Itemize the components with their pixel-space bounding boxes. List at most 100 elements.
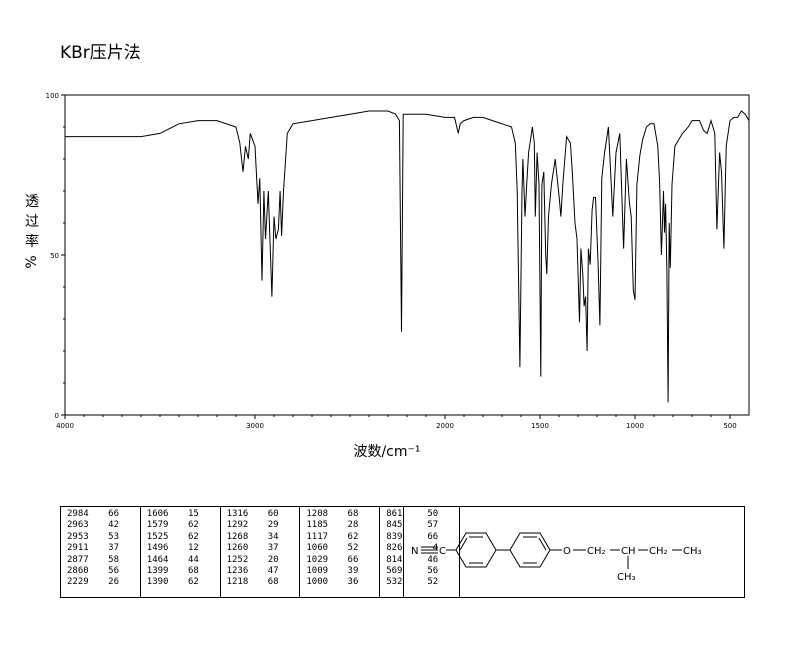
peak-wavenumber: 839 — [386, 531, 403, 542]
benzene-ring-2 — [509, 532, 551, 568]
y-axis-label-char-1: 透 — [25, 194, 39, 210]
peak-table-row: 1390 62 — [147, 577, 216, 588]
peak-wavenumber: 2963 — [67, 520, 89, 531]
peak-wavenumber: 1606 — [146, 509, 169, 519]
peak-wavenumber: 1464 — [146, 554, 169, 565]
peak-table-row: 1606 15 — [147, 509, 216, 520]
peak-table-row: 1000 36 — [306, 577, 375, 588]
peak-transmittance: 68 — [267, 577, 279, 588]
peak-wavenumber: 2229 — [67, 577, 89, 588]
peak-wavenumber: 1000 — [306, 577, 329, 588]
y-axis-label-char-2: 过 — [25, 214, 39, 230]
peak-transmittance: 37 — [108, 543, 119, 554]
peak-table-row: 1117 62 — [306, 532, 375, 543]
x-tick-label: 3000 — [246, 422, 264, 430]
peak-transmittance: 62 — [187, 577, 199, 588]
peak-transmittance: 50 — [427, 509, 439, 519]
atom-n: N — [411, 546, 418, 557]
peak-table-row: 2911 37 — [67, 543, 136, 554]
peak-wavenumber: 1525 — [146, 531, 169, 542]
peak-transmittance: 53 — [108, 531, 119, 542]
peak-table-row: 1292 29 — [227, 520, 296, 531]
peak-transmittance: 42 — [108, 520, 119, 531]
peak-wavenumber: 1236 — [226, 566, 249, 577]
peak-wavenumber: 1060 — [306, 543, 329, 554]
peak-transmittance: 37 — [267, 543, 279, 554]
peak-table-row: 569 56 — [386, 566, 455, 577]
peak-transmittance: 47 — [267, 566, 279, 577]
peak-table-row: 1399 68 — [147, 566, 216, 577]
peak-wavenumber: 1208 — [306, 509, 329, 519]
group-ch3-branch: CH₃ — [617, 572, 636, 583]
peak-table-row: 826 4 — [386, 543, 455, 554]
peak-wavenumber: 2984 — [67, 509, 89, 519]
peak-table-row: 2229 26 — [67, 577, 136, 588]
peak-table-row: 532 52 — [386, 577, 455, 588]
group-ch: CH — [621, 546, 636, 557]
peak-transmittance: 28 — [347, 520, 359, 531]
peak-table-row: 814 46 — [386, 555, 455, 566]
peak-wavenumber: 1252 — [226, 554, 249, 565]
peak-table-row: 1185 28 — [306, 520, 375, 531]
x-tick-label: 500 — [723, 422, 736, 430]
spectrum-series-line — [65, 110, 750, 403]
peak-wavenumber: 2860 — [67, 566, 89, 577]
peak-table-row: 1316 60 — [227, 509, 296, 520]
peak-wavenumber: 861 — [386, 509, 403, 519]
plot-frame — [64, 94, 750, 416]
ring2-double-3 — [538, 537, 547, 551]
peak-table-row: 2984 66 — [67, 509, 136, 520]
peak-wavenumber: 532 — [386, 577, 403, 588]
peak-transmittance: 36 — [347, 577, 359, 588]
peak-table-column: 2984 66 2963 42 2953 53 2911 37 2877 58 2860 56 2229… — [61, 507, 141, 597]
x-tick-label: 1500 — [531, 422, 549, 430]
peak-table-row: 2963 42 — [67, 520, 136, 531]
peak-transmittance: 52 — [347, 543, 359, 554]
peak-table-row: 845 57 — [386, 520, 455, 531]
peak-transmittance: 52 — [427, 577, 439, 588]
peak-table-row: 1218 68 — [227, 577, 296, 588]
x-tick-label: 2000 — [436, 422, 454, 430]
peak-wavenumber: 1316 — [226, 509, 249, 519]
peak-wavenumber: 1218 — [226, 577, 249, 588]
peak-transmittance: 57 — [427, 520, 439, 531]
ir-spectrum-chart: 0 50 100 4000 3000 2000 1500 1000 500 透 过 率 % 波… — [24, 92, 750, 460]
peak-wavenumber: 1260 — [226, 543, 249, 554]
peak-transmittance: 58 — [108, 554, 119, 565]
peak-wavenumber: 826 — [386, 543, 403, 554]
peak-transmittance: 4 — [432, 543, 439, 554]
atom-o: O — [563, 546, 571, 557]
peak-transmittance: 66 — [347, 554, 359, 565]
peak-table-row: 1464 44 — [147, 555, 216, 566]
x-axis-label: 波数/cm⁻¹ — [353, 444, 420, 460]
peak-transmittance: 46 — [427, 554, 439, 565]
peak-transmittance: 15 — [187, 509, 199, 519]
peak-transmittance: 56 — [427, 566, 439, 577]
peak-table-row: 2953 53 — [67, 532, 136, 543]
peak-table-row: 2860 56 — [67, 566, 136, 577]
peak-transmittance: 26 — [108, 577, 119, 588]
peak-table-column: 1606 15 1579 62 1525 62 1496 12 1464 44 1399 68 1390… — [141, 507, 221, 597]
peak-transmittance: 12 — [187, 543, 199, 554]
peak-table-column: 1316 60 1292 29 1268 34 1260 37 1252 20 1236 47 1218… — [221, 507, 301, 597]
peak-table-row: 1060 52 — [306, 543, 375, 554]
x-tick-label: 1000 — [626, 422, 644, 430]
structure-box: N C O CH₂ CH CH₂ CH₃ CH₃ — [403, 506, 745, 598]
peak-wavenumber: 1292 — [226, 520, 249, 531]
peak-wavenumber: 569 — [386, 566, 403, 577]
method-label: KBr压片法 — [60, 43, 141, 63]
peak-table-row: 1496 12 — [147, 543, 216, 554]
peak-transmittance: 68 — [187, 566, 199, 577]
peak-table-row: 1525 62 — [147, 532, 216, 543]
peak-transmittance: 68 — [347, 509, 359, 519]
peak-transmittance: 20 — [267, 554, 279, 565]
peak-table-row: 1579 62 — [147, 520, 216, 531]
peak-transmittance: 60 — [267, 509, 279, 519]
peak-table-row: 839 66 — [386, 532, 455, 543]
peak-transmittance: 39 — [347, 566, 359, 577]
y-axis-label-char-3: 率 — [25, 233, 39, 250]
peak-wavenumber: 2911 — [67, 543, 89, 554]
y-axis-label-char-4: % — [24, 255, 40, 268]
peak-wavenumber: 1390 — [146, 577, 169, 588]
y-tick-label: 0 — [55, 412, 59, 420]
